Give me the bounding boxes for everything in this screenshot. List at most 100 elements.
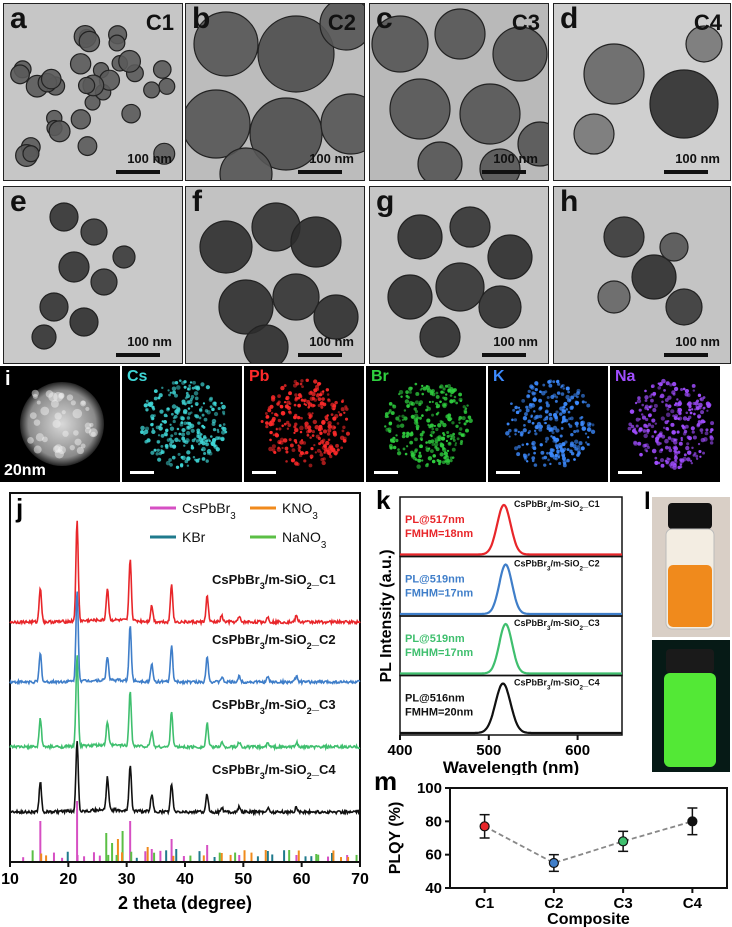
panel-letter: c	[376, 3, 393, 35]
scale-bar-label: 100 nm	[309, 151, 354, 166]
x-tick-label: 50	[234, 871, 252, 888]
y-axis-label: PLQY (%)	[387, 802, 404, 875]
element-label: Pb	[249, 368, 270, 385]
tem-panel-f: f 100 nm	[185, 186, 365, 364]
x-tick-label: C2	[544, 895, 563, 912]
scale-bar-label: 100 nm	[127, 334, 172, 349]
plqy-point	[618, 836, 629, 847]
x-tick-label: 400	[387, 742, 412, 759]
tem-image	[186, 4, 364, 180]
vial-photos: l	[644, 488, 730, 772]
tem-panel-g: g 100 nm	[369, 186, 549, 364]
scale-bar	[298, 353, 342, 357]
scale-bar	[130, 471, 154, 474]
scale-bar	[482, 353, 526, 357]
pl-series-line	[400, 622, 622, 675]
eds-map-pb: Pb	[244, 366, 364, 482]
tem-image	[199, 202, 359, 363]
y-axis-label: PL Intensity (a.u.)	[378, 549, 395, 682]
tem-panel-a: a C1 100 nm	[3, 3, 183, 181]
tem-panel-c: c C3 100 nm	[369, 3, 549, 181]
element-label: Cs	[127, 368, 148, 385]
scale-bar	[116, 353, 160, 357]
eds-map-k: K	[488, 366, 608, 482]
y-tick-label: 80	[425, 813, 442, 830]
xrd-series-line	[9, 591, 361, 687]
tem-image	[10, 24, 176, 167]
pl-chart: k PL Intensity (a.u.) PL@517nm FMHM=18nm CsP…	[376, 485, 623, 775]
tem-image	[387, 206, 533, 358]
pl-peak-label: PL@516nm	[405, 692, 465, 704]
eds-map-na: Na	[610, 366, 720, 482]
panel-letter: e	[10, 186, 27, 218]
tem-panel-b: b C2 100 nm	[185, 3, 365, 181]
scale-bar	[482, 170, 526, 174]
y-tick-label: 60	[425, 847, 442, 864]
x-tick-label: 10	[1, 871, 19, 888]
fwhm-label: FMHM=17nm	[405, 647, 473, 659]
vial-uv-photo	[652, 640, 730, 772]
scale-bar	[116, 170, 160, 174]
x-axis-label: Wavelength (nm)	[443, 758, 579, 775]
composite-code: C1	[145, 10, 174, 35]
scale-bar-label: 100 nm	[127, 151, 172, 166]
scale-bar-label: 100 nm	[493, 151, 538, 166]
panel-letter: h	[560, 186, 579, 218]
pl-series-line	[400, 682, 622, 735]
fwhm-label: FMHM=17nm	[405, 587, 473, 599]
element-label: K	[493, 368, 505, 385]
legend-label: NaNO3	[282, 529, 327, 551]
panel-letter: a	[10, 3, 27, 35]
scale-bar	[252, 471, 276, 474]
scale-bar-label: 100 nm	[493, 334, 538, 349]
series-label: CsPbBr3/m-SiO2_C2	[514, 559, 600, 573]
panel-letter: f	[192, 186, 202, 218]
pl-peak-label: PL@517nm	[405, 514, 465, 526]
composite-code: C4	[693, 10, 722, 35]
series-label: CsPbBr3/m-SiO2_C3	[212, 697, 336, 716]
pl-series-line	[400, 563, 622, 616]
plqy-trend-line	[484, 820, 693, 864]
panel-letter: g	[376, 186, 395, 218]
tem-image	[31, 202, 136, 350]
element-label: Br	[371, 368, 389, 385]
element-label: Na	[615, 368, 636, 385]
tem-image	[597, 216, 703, 326]
pl-peak-label: PL@519nm	[405, 633, 465, 645]
x-tick-label: 500	[476, 742, 501, 759]
composite-code: C3	[511, 10, 540, 35]
y-tick-label: 100	[417, 780, 442, 797]
panel-letter: i	[5, 368, 11, 390]
fwhm-label: FMHM=18nm	[405, 528, 473, 540]
legend-label: KBr	[182, 529, 206, 545]
x-tick-label: 70	[351, 871, 369, 888]
series-label: CsPbBr3/m-SiO2_C4	[514, 678, 600, 692]
xrd-series-line	[10, 741, 361, 817]
x-axis-label: 2 theta (degree)	[118, 893, 252, 913]
x-tick-label: 20	[59, 871, 77, 888]
series-label: CsPbBr3/m-SiO2_C2	[212, 632, 336, 651]
tem-image	[371, 8, 548, 180]
tem-image	[573, 25, 723, 155]
series-label: CsPbBr3/m-SiO2_C3	[514, 618, 600, 632]
y-tick-label: 40	[425, 880, 442, 897]
series-label: CsPbBr3/m-SiO2_C1	[212, 572, 336, 591]
scale-bar	[664, 170, 708, 174]
eds-map-cs: Cs	[122, 366, 242, 482]
x-axis-label: Composite	[547, 911, 630, 927]
scale-bar	[374, 471, 398, 474]
tem-panel-e: e 100 nm	[3, 186, 183, 364]
scale-bar-label: 20nm	[4, 462, 46, 479]
x-tick-label: C1	[475, 895, 494, 912]
panel-letter: j	[15, 493, 23, 523]
xrd-chart: j CsPbBr3 KNO3 KBr NaNO3 CsPbBr3/m-SiO2_C1 CsP…	[1, 492, 369, 913]
panel-letter: m	[374, 770, 397, 796]
plqy-chart: m 40 60 80 100 PLQY (%) C1 C2 C3 C4 Composite	[374, 770, 728, 927]
scale-bar	[496, 471, 520, 474]
xrd-series-line	[9, 655, 361, 752]
scale-bar-label: 100 nm	[675, 334, 720, 349]
x-tick-label: 60	[293, 871, 311, 888]
legend-label: KNO3	[282, 500, 318, 522]
panel-letter: b	[192, 3, 211, 35]
panel-letter: k	[376, 485, 391, 515]
